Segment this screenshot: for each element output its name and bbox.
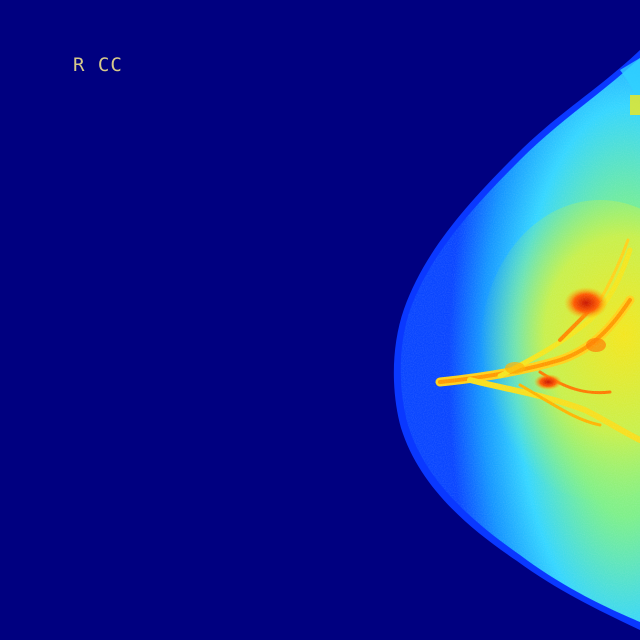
chest-wall-highlight xyxy=(620,58,640,104)
view-orientation-label: R CC xyxy=(73,54,123,76)
